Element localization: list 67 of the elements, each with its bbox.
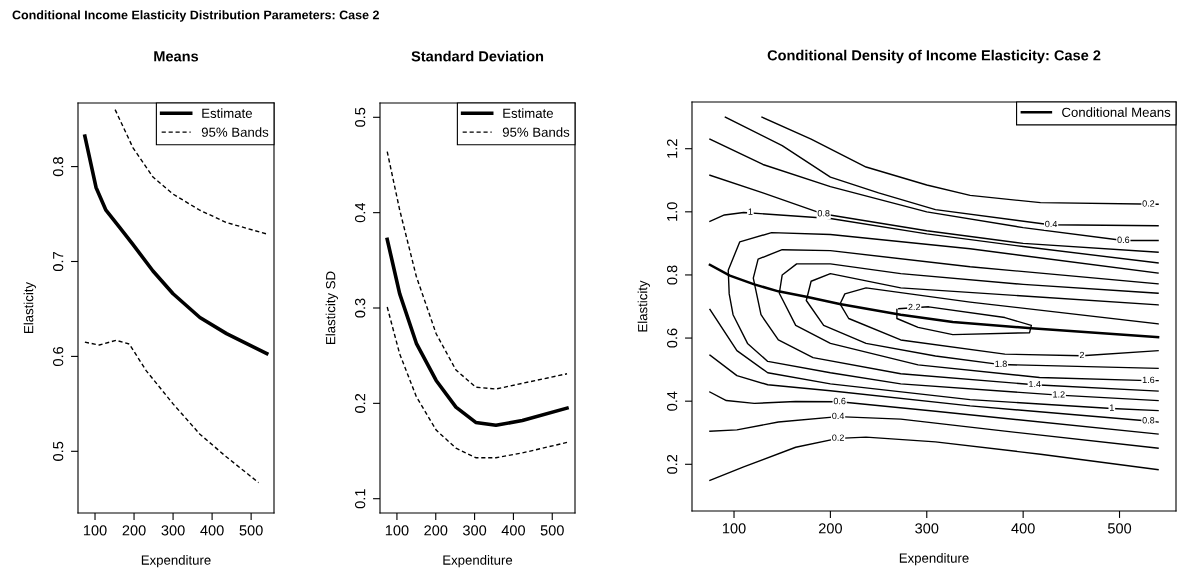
line-series [84, 339, 260, 484]
x-tick-label: 200 [424, 525, 448, 536]
x-tick-label: 400 [1011, 523, 1035, 534]
y-tick-label: 0.6 [52, 346, 64, 366]
y-tick-label: 0.4 [354, 202, 366, 223]
y-axis-title: Elasticity [23, 282, 36, 333]
y-tick-label: 0.8 [666, 265, 678, 285]
annotation: 0.6 [833, 397, 846, 405]
line-series [709, 391, 1159, 435]
y-tick-label: 0.8 [52, 157, 64, 177]
y-tick-label: 0.6 [666, 328, 678, 348]
x-tick-label: 100 [385, 525, 409, 536]
annotation: 0.8 [817, 210, 830, 217]
legend-label: Estimate [202, 108, 252, 118]
x-axis-title: Expenditure [899, 553, 969, 566]
annotation: 1.2 [1053, 391, 1065, 398]
x-tick-label: 300 [915, 523, 939, 534]
legend-label: Estimate [503, 108, 553, 118]
y-tick-label: 0.3 [354, 298, 366, 318]
annotation: 0.6 [1117, 236, 1130, 243]
y-tick-label: 1.2 [666, 139, 678, 158]
annotation: 1.4 [1029, 380, 1041, 388]
y-tick-label: 0.2 [666, 454, 678, 474]
legend-label: Conditional Means [1062, 107, 1171, 117]
y-tick-label: 0.4 [666, 391, 678, 411]
annotation: 2 [1079, 351, 1084, 359]
x-axis-title: Expenditure [141, 555, 211, 568]
annotation: 0.4 [1045, 220, 1058, 228]
chart-title: Standard Deviation [411, 50, 544, 62]
annotation: 2.2 [908, 303, 921, 311]
y-axis-title: Elasticity SD [325, 271, 338, 344]
x-tick-label: 500 [1107, 523, 1132, 534]
annotation: 1 [748, 208, 753, 215]
x-axis-title: Expenditure [443, 555, 513, 568]
x-tick-label: 100 [83, 525, 107, 536]
chart-title: Conditional Density of Income Elasticity: Case 2 [767, 49, 1101, 64]
x-tick-label: 500 [540, 525, 564, 536]
annotation: 0.8 [1142, 417, 1155, 424]
y-tick-label: 0.7 [52, 252, 64, 272]
y-tick-label: 1.0 [666, 202, 678, 221]
y-tick-label: 0.5 [354, 107, 366, 127]
chart-title: Means [154, 51, 199, 62]
x-tick-label: 200 [122, 525, 146, 536]
x-tick-label: 300 [462, 525, 487, 536]
line-series [386, 306, 568, 459]
y-axis-title: Elasticity [637, 280, 650, 332]
x-tick-label: 500 [239, 525, 263, 536]
legend-label: 95% Bands [502, 127, 570, 137]
line-series [761, 116, 1159, 205]
x-tick-label: 100 [722, 523, 746, 534]
line-series [385, 237, 569, 428]
y-tick-label: 0.5 [52, 441, 64, 461]
line-series [386, 150, 568, 390]
x-tick-label: 300 [161, 525, 185, 536]
annotation: 1.6 [1142, 376, 1155, 384]
x-tick-label: 400 [200, 525, 224, 536]
y-tick-label: 0.1 [354, 489, 366, 509]
legend-label: 95% Bands [201, 127, 269, 137]
text: Conditional Income Elasticity Distribution Parameters: Case 2 [12, 10, 379, 22]
annotation: 0.2 [832, 434, 844, 441]
x-tick-label: 400 [501, 525, 526, 536]
annotation: 0.4 [832, 412, 845, 420]
annotation: 1 [1109, 404, 1114, 411]
y-tick-label: 0.2 [354, 393, 366, 413]
x-tick-label: 200 [818, 523, 842, 534]
annotation: 0.2 [1142, 200, 1155, 207]
line-series [114, 108, 268, 235]
